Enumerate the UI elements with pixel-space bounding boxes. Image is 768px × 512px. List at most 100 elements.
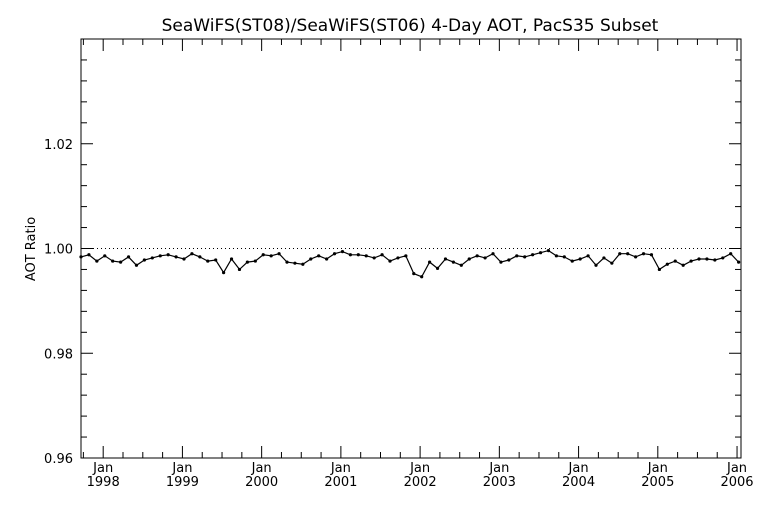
- x-tick-label-year: 1998: [87, 475, 120, 490]
- data-point: [475, 254, 479, 258]
- data-point: [618, 252, 622, 256]
- data-point: [721, 256, 725, 260]
- data-point: [649, 253, 654, 257]
- data-point: [610, 261, 614, 265]
- data-point: [562, 255, 566, 259]
- data-point: [214, 258, 218, 262]
- data-point: [182, 257, 186, 261]
- data-point: [293, 261, 297, 265]
- data-point: [198, 255, 202, 259]
- data-point: [507, 258, 511, 262]
- data-point: [491, 252, 495, 256]
- data-point: [531, 253, 535, 257]
- data-point: [515, 254, 519, 258]
- x-tick-label-year: 2000: [245, 475, 278, 490]
- x-tick-label-year: 2005: [641, 475, 674, 490]
- data-point: [364, 254, 368, 258]
- data-point: [142, 258, 146, 262]
- data-point: [396, 256, 400, 260]
- data-point: [111, 259, 115, 263]
- data-point: [253, 259, 257, 263]
- data-point: [150, 256, 154, 260]
- plot-frame: [80, 38, 742, 459]
- data-point: [126, 255, 131, 259]
- data-point: [538, 251, 543, 255]
- data-point: [332, 252, 337, 256]
- data-point: [404, 254, 408, 258]
- data-point: [634, 255, 638, 259]
- data-point: [729, 252, 733, 256]
- data-point: [285, 260, 289, 264]
- data-point: [570, 259, 574, 263]
- data-point: [467, 257, 471, 261]
- y-tick-label: 1.02: [44, 138, 73, 153]
- data-point: [325, 257, 329, 261]
- data-point: [95, 259, 99, 263]
- y-tick-label: 0.96: [44, 452, 73, 467]
- chart-title: SeaWiFS(ST08)/SeaWiFS(ST06) 4-Day AOT, P…: [162, 16, 659, 36]
- y-axis-label: AOT Ratio: [24, 217, 39, 281]
- data-point: [554, 254, 558, 258]
- data-point: [459, 263, 463, 267]
- data-point: [134, 263, 139, 267]
- x-tick-label-month: Jan: [726, 461, 747, 476]
- data-point: [356, 253, 360, 257]
- data-point: [681, 263, 685, 267]
- data-point: [428, 260, 432, 264]
- data-point: [166, 253, 170, 257]
- data-point: [737, 260, 741, 264]
- data-point: [705, 257, 709, 261]
- data-point: [689, 259, 693, 263]
- data-point: [380, 253, 384, 257]
- data-point: [309, 257, 313, 261]
- data-point: [158, 254, 162, 258]
- data-point: [594, 263, 598, 267]
- data-point: [673, 259, 677, 263]
- data-point: [602, 256, 606, 260]
- data-point: [578, 257, 582, 261]
- data-point: [79, 255, 83, 259]
- x-tick-label-year: 2001: [324, 475, 357, 490]
- data-point: [420, 275, 424, 279]
- data-point: [388, 259, 392, 263]
- data-point: [190, 252, 194, 256]
- data-point: [641, 252, 646, 256]
- data-point: [523, 255, 527, 259]
- data-point: [87, 253, 91, 257]
- data-point: [261, 253, 265, 257]
- data-point: [626, 252, 630, 256]
- data-point: [174, 255, 178, 259]
- x-tick-label-month: Jan: [409, 461, 430, 476]
- data-point: [301, 262, 305, 266]
- data-point: [483, 256, 487, 260]
- data-point: [412, 272, 416, 276]
- x-tick-label-month: Jan: [330, 461, 351, 476]
- data-point: [119, 260, 123, 264]
- x-tick-label-month: Jan: [251, 461, 272, 476]
- data-point: [245, 260, 249, 264]
- x-tick-label-year: 2004: [562, 475, 595, 490]
- data-point: [713, 258, 717, 262]
- x-tick-label-year: 1999: [166, 475, 199, 490]
- data-point: [372, 256, 376, 260]
- data-point: [499, 260, 503, 264]
- data-point: [340, 250, 345, 254]
- data-point: [657, 267, 661, 272]
- data-point: [586, 254, 590, 258]
- x-tick-label-month: Jan: [647, 461, 668, 476]
- data-point: [269, 254, 273, 258]
- data-point: [222, 270, 226, 275]
- x-tick-label-month: Jan: [488, 461, 509, 476]
- plot-area: 0.960.981.001.02Jan1998Jan1999Jan2000Jan…: [44, 38, 754, 490]
- data-point: [697, 257, 701, 261]
- x-tick-label-month: Jan: [92, 461, 113, 476]
- y-tick-label: 1.00: [44, 243, 73, 258]
- data-point: [237, 267, 242, 272]
- x-tick-label-month: Jan: [171, 461, 192, 476]
- data-point: [348, 253, 352, 257]
- data-point: [103, 254, 107, 258]
- y-tick-label: 0.98: [44, 347, 73, 362]
- x-tick-label-year: 2006: [720, 475, 753, 490]
- series-line: [80, 249, 740, 278]
